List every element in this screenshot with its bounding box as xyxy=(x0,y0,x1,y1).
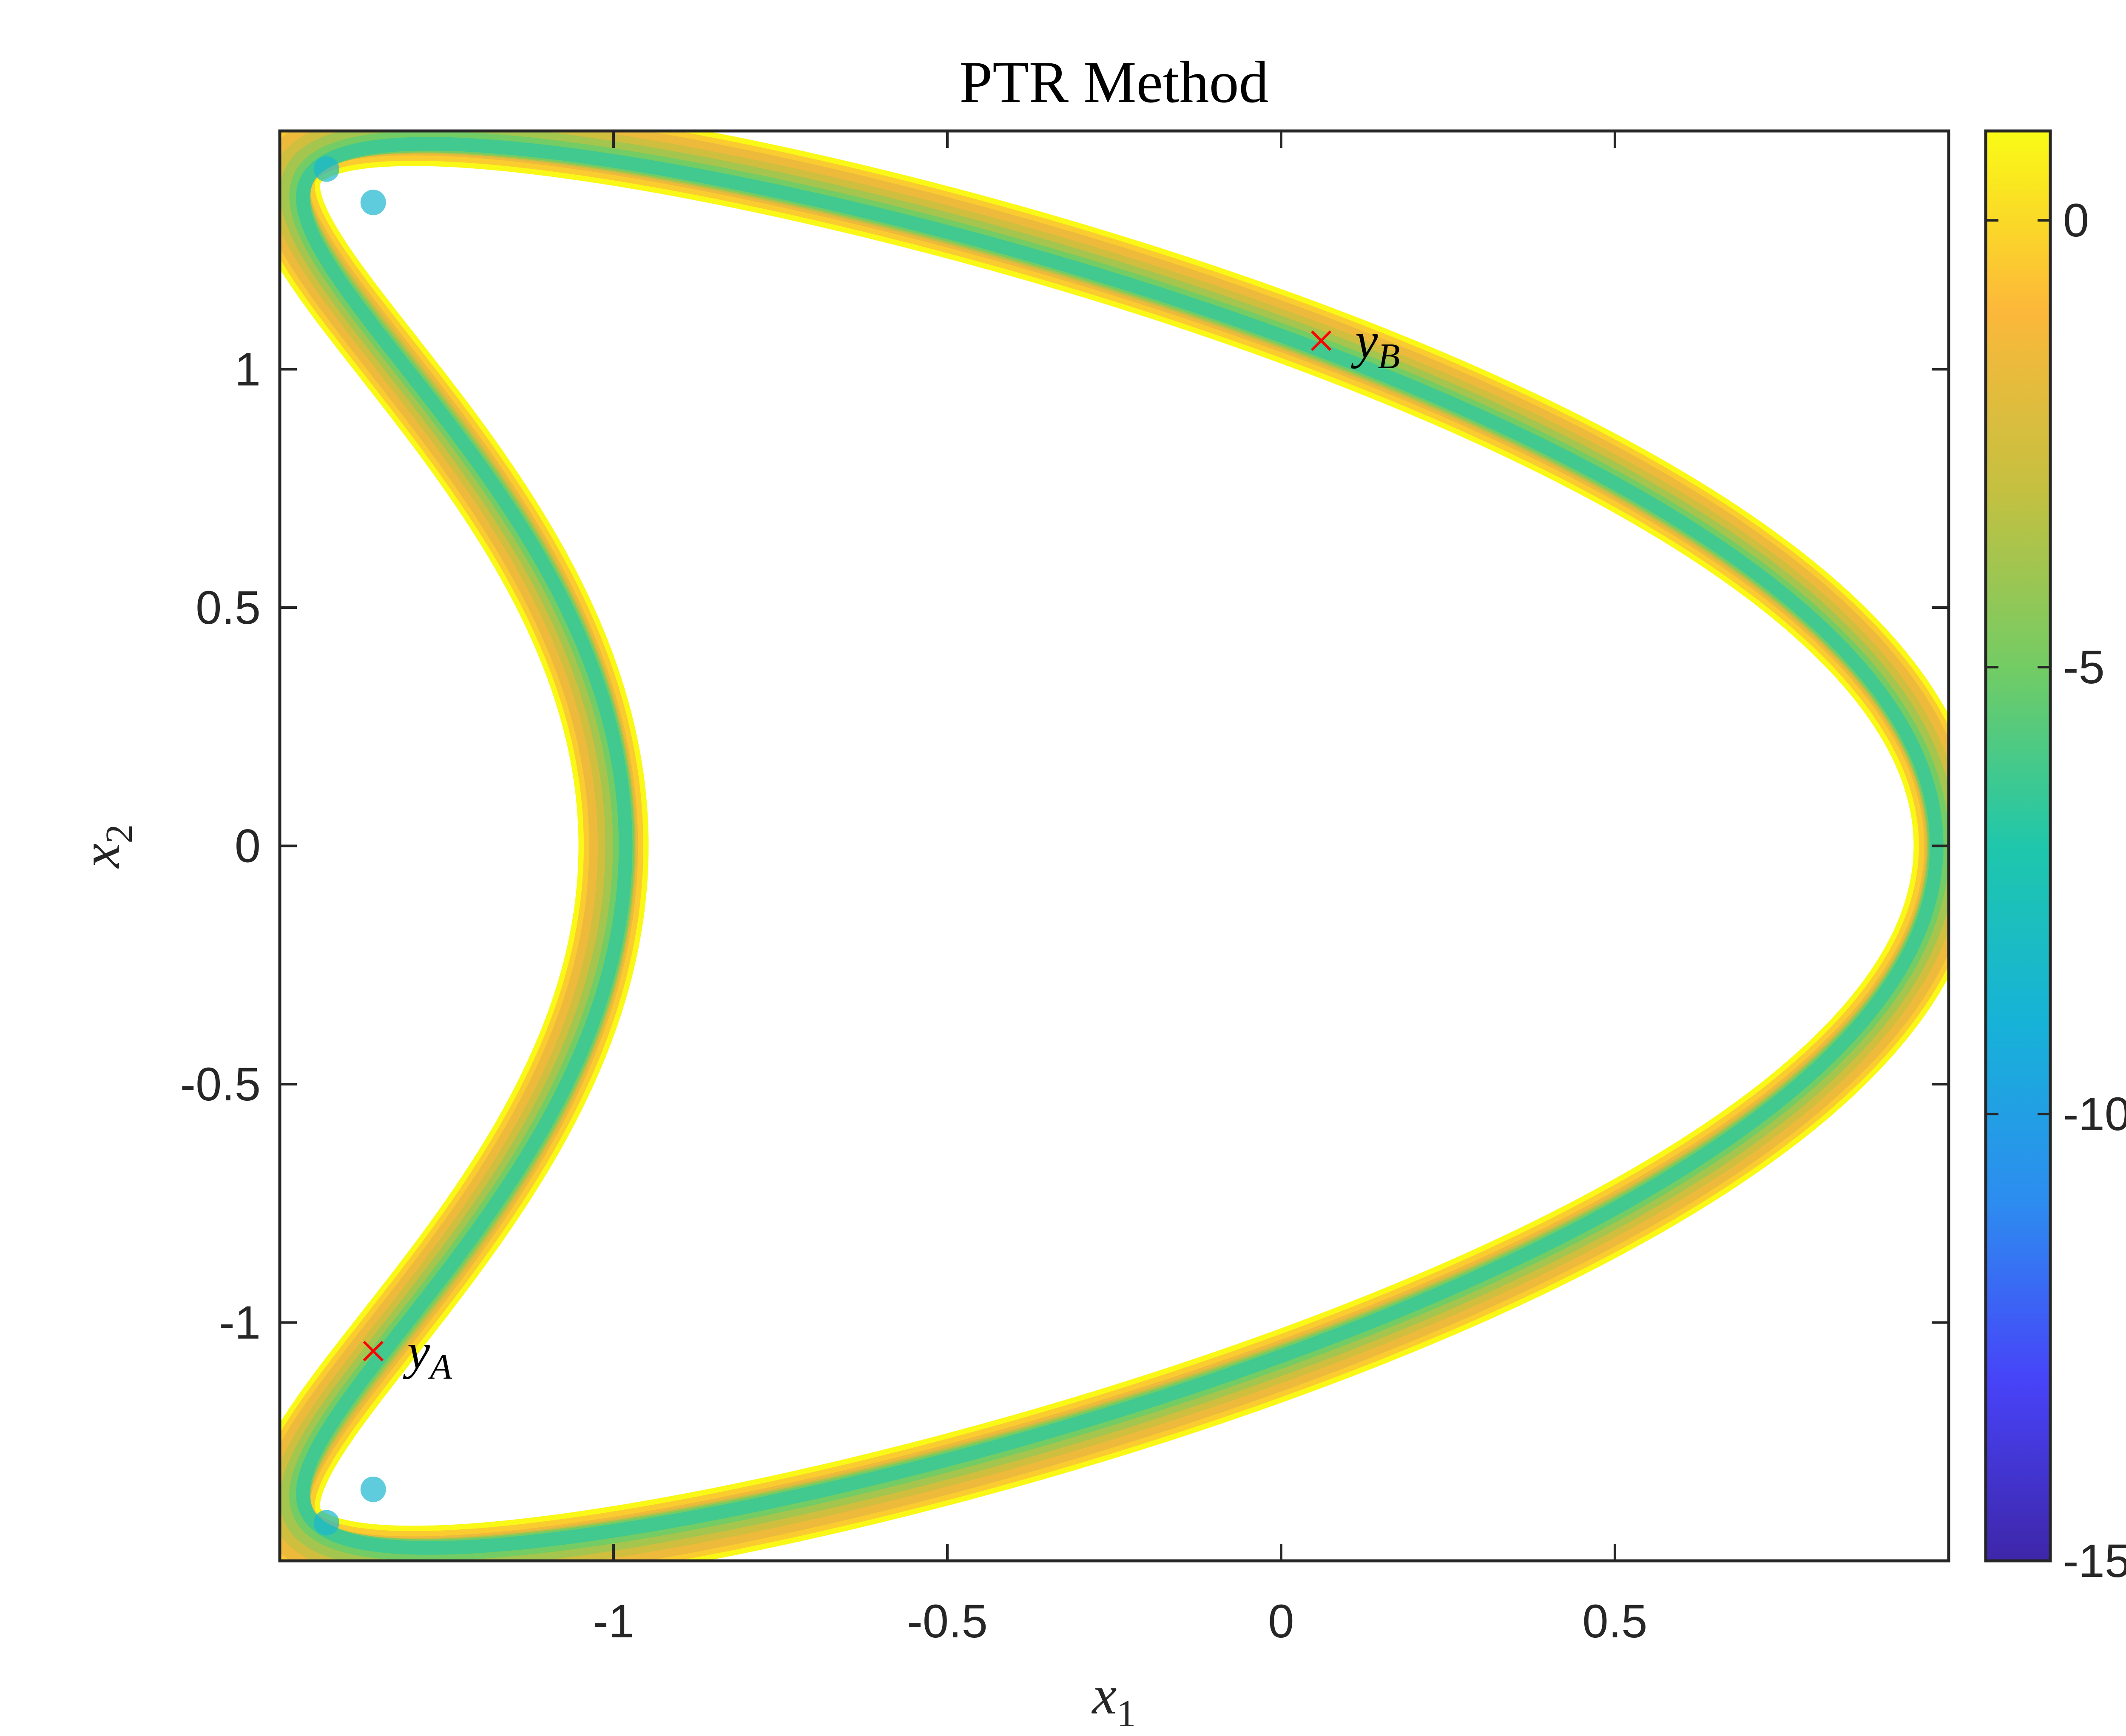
curve-tip-highlight-0 xyxy=(360,190,386,216)
point-label-B: yB xyxy=(1350,312,1400,376)
y-tick-label: -1 xyxy=(219,1297,261,1349)
point-marker-A xyxy=(363,1341,384,1361)
point-marker-B xyxy=(1311,330,1332,351)
curve-tip-highlight-3 xyxy=(313,1510,339,1536)
curve-band-layer-6 xyxy=(296,137,1944,1555)
x-axis-label-main: x xyxy=(1091,1665,1117,1726)
plot-area: yA yB -1 -0.5 0 0.5 -1 -0.5 0 0.5 1 xyxy=(180,129,1950,1648)
point-label-A: yA xyxy=(403,1323,452,1387)
axes-background xyxy=(280,131,1949,1561)
colorbar: -15 -10 -5 0 xyxy=(1984,129,2126,1587)
colorbar-ticks: -15 -10 -5 0 xyxy=(1986,194,2126,1587)
y-tick-label: -0.5 xyxy=(180,1058,261,1111)
x-tick-label: -1 xyxy=(593,1595,634,1648)
colorbar-tick-label: 0 xyxy=(2063,194,2089,247)
y-axis-label-main: x xyxy=(70,844,131,869)
chart-title: PTR Method xyxy=(959,49,1268,115)
colorbar-tick-label: -10 xyxy=(2063,1088,2126,1140)
x-tick-label: 0 xyxy=(1268,1595,1294,1648)
y-axis-label: x2 xyxy=(70,824,140,869)
curve-band xyxy=(280,131,1949,1561)
x-axis-label-sub: 1 xyxy=(1117,1693,1136,1735)
x-tick-label: 0.5 xyxy=(1583,1595,1648,1648)
curve-tip-highlight-1 xyxy=(360,1476,386,1502)
colorbar-tick-label: -5 xyxy=(2063,641,2105,693)
x-tick-label: -0.5 xyxy=(907,1595,988,1648)
y-axis-label-sub: 2 xyxy=(98,824,140,844)
point-markers: yA yB xyxy=(363,312,1400,1387)
x-axis-label: x1 xyxy=(1091,1665,1136,1735)
y-tick-label: 1 xyxy=(235,344,261,396)
curve-tip-highlight-2 xyxy=(313,156,339,182)
colorbar-tick-label: -15 xyxy=(2063,1535,2126,1587)
y-tick-label: 0 xyxy=(235,820,261,872)
y-axis-ticks: -1 -0.5 0 0.5 1 xyxy=(180,344,1949,1349)
colorbar-gradient xyxy=(1984,129,2052,1563)
y-tick-label: 0.5 xyxy=(196,582,261,634)
x-axis-ticks: -1 -0.5 0 0.5 xyxy=(593,131,1647,1648)
